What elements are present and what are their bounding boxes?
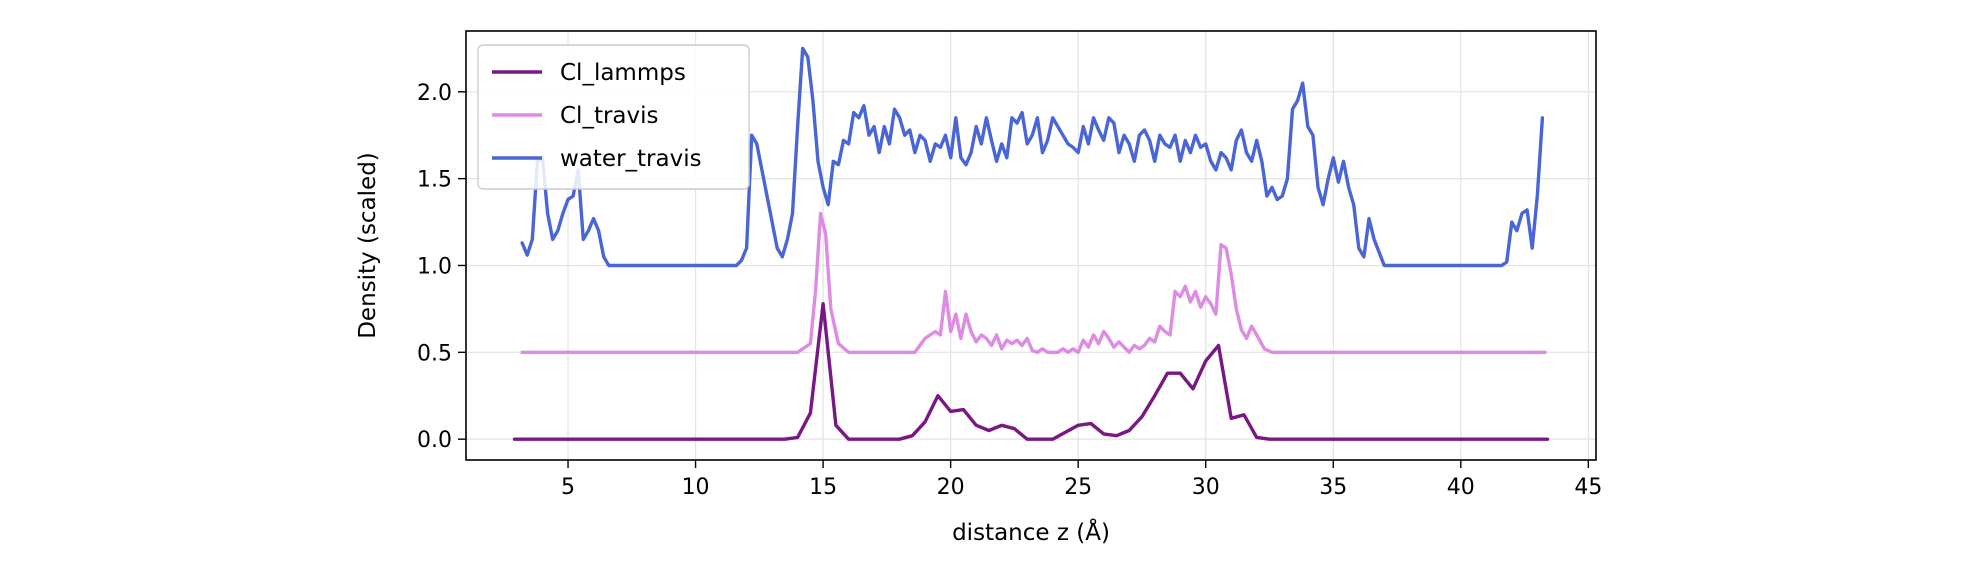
x-tick-label: 20 (937, 475, 965, 500)
x-tick-label: 5 (561, 475, 575, 500)
x-tick-label: 15 (809, 475, 837, 500)
y-axis-label: Density (scaled) (355, 152, 381, 339)
x-tick-label: 40 (1447, 475, 1475, 500)
x-tick-label: 35 (1319, 475, 1347, 500)
x-tick-label: 45 (1574, 475, 1602, 500)
plot-frame (465, 30, 1597, 461)
x-axis-label: distance z (Å) (952, 518, 1110, 546)
x-tick-label: 10 (682, 475, 710, 500)
legend-label: Cl_travis (560, 103, 659, 129)
x-axis-ticks: 5 10 15 20 25 30 35 40 45 (561, 460, 1602, 500)
y-tick-label: 1.0 (417, 254, 452, 279)
legend-label: Cl_lammps (560, 60, 686, 86)
legend-box (477, 44, 750, 190)
x-tick-label: 25 (1064, 475, 1092, 500)
series-line-Cl_travis (520, 211, 1547, 354)
series-line-Cl_lammps (512, 302, 1550, 441)
y-tick-label: 0.0 (417, 428, 452, 453)
y-axis-ticks: 0.0 0.5 1.0 1.5 2.0 (417, 81, 466, 453)
x-tick-label: 30 (1192, 475, 1220, 500)
y-tick-label: 2.0 (417, 81, 452, 106)
legend-label: water_travis (560, 146, 702, 172)
y-tick-label: 1.5 (417, 168, 452, 193)
series-layer (512, 46, 1550, 441)
y-tick-label: 0.5 (417, 341, 452, 366)
legend: Cl_lammps Cl_travis water_travis (477, 44, 750, 190)
series-line-water_travis (520, 46, 1545, 268)
